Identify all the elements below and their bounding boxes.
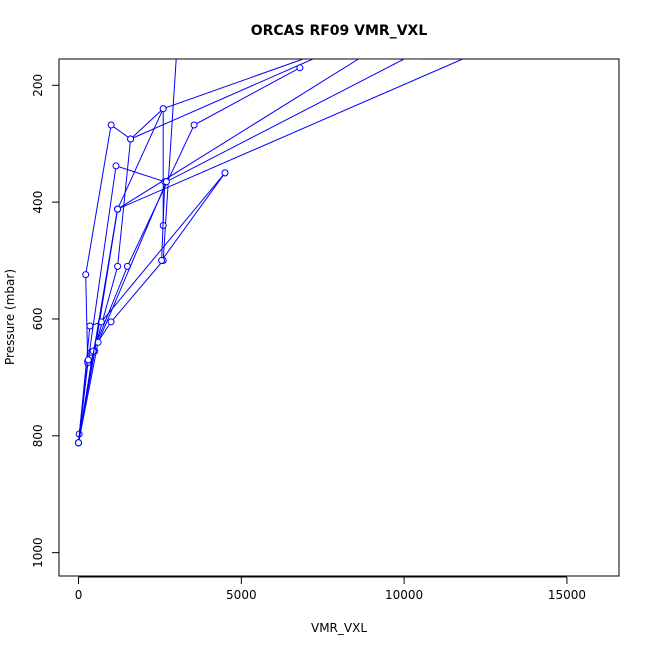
series-1: [75, 59, 177, 447]
series-line: [78, 59, 314, 443]
series-line: [78, 172, 226, 443]
data-point: [221, 169, 229, 177]
series-line: [78, 59, 421, 443]
x-tick-label: 0: [75, 588, 83, 602]
y-tick-label: 200: [31, 74, 45, 97]
plot-frame: [58, 58, 620, 577]
y-tick-label: 800: [31, 424, 45, 447]
series-layer: [75, 59, 463, 447]
series-7: [75, 162, 229, 447]
y-tick-label: 1000: [31, 537, 45, 568]
data-point: [112, 162, 120, 170]
data-point: [82, 271, 90, 279]
x-axis-label: VMR_VXL: [311, 621, 367, 635]
series-10: [75, 59, 463, 447]
data-point: [162, 178, 170, 186]
y-tick-label: 400: [31, 191, 45, 214]
data-point: [127, 135, 135, 143]
data-point: [296, 64, 304, 72]
data-point: [86, 322, 94, 330]
x-tick-label: 15000: [548, 588, 586, 602]
data-point: [107, 318, 115, 326]
series-4: [75, 105, 167, 447]
data-point: [114, 205, 122, 213]
x-tick-label: 10000: [385, 588, 423, 602]
x-axis: 0 5000 10000 15000: [75, 576, 586, 602]
data-point: [190, 121, 198, 129]
series-line: [78, 165, 226, 443]
data-point: [159, 105, 167, 113]
series-line: [78, 59, 304, 443]
series-line: [78, 59, 388, 443]
y-axis: 200 400 600 800 1000: [31, 74, 60, 568]
data-point: [107, 121, 115, 129]
data-point: [84, 356, 92, 364]
series-3: [75, 59, 304, 447]
series-5: [75, 169, 229, 447]
data-point: [158, 257, 166, 264]
series-9: [75, 59, 421, 447]
x-tick-label: 5000: [226, 588, 257, 602]
data-point: [114, 262, 122, 270]
series-8: [75, 59, 388, 447]
y-axis-label: Pressure (mbar): [3, 269, 17, 365]
chart-title: ORCAS RF09 VMR_VXL: [251, 23, 428, 39]
data-point: [75, 439, 82, 447]
y-tick-label: 600: [31, 308, 45, 331]
series-line: [78, 59, 463, 443]
